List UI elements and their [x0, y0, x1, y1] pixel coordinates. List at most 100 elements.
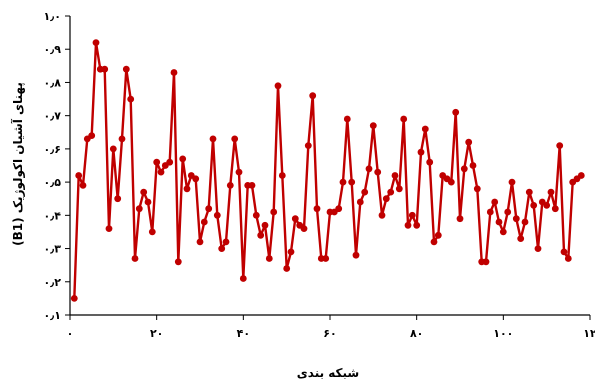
data-point: [144, 198, 152, 206]
data-point: [387, 188, 395, 196]
x-tick-label: ۰: [67, 327, 74, 340]
data-point: [452, 108, 460, 116]
data-point: [157, 168, 165, 176]
x-tick-label: ۶۰: [323, 327, 336, 340]
data-point: [564, 255, 572, 262]
data-point: [400, 115, 408, 123]
data-point: [140, 188, 148, 196]
data-point: [348, 178, 356, 186]
data-point: [105, 225, 113, 233]
data-point: [495, 218, 503, 226]
data-point: [426, 158, 434, 166]
data-point: [391, 172, 399, 179]
data-point: [456, 215, 464, 223]
data-point: [70, 295, 78, 302]
data-point: [239, 275, 247, 282]
data-point: [283, 265, 291, 272]
data-point: [174, 258, 182, 266]
data-point: [356, 198, 364, 206]
data-point: [170, 69, 178, 76]
data-point: [551, 205, 559, 213]
x-tick-label: ۲۰: [150, 327, 163, 340]
data-point: [430, 238, 438, 246]
data-point: [543, 202, 551, 209]
data-point: [222, 238, 230, 246]
data-point: [92, 39, 100, 46]
data-point: [361, 188, 369, 196]
data-point: [525, 188, 533, 196]
data-point: [235, 168, 243, 176]
data-point: [304, 142, 312, 150]
data-point: [252, 211, 260, 219]
series-line: [73, 41, 583, 299]
data-point: [465, 138, 473, 146]
data-point: [530, 202, 538, 209]
y-tick-label: ۰٫۹: [43, 43, 61, 56]
x-tick-label: ۱۲: [583, 327, 595, 340]
y-axis-title: پهنای آشیان اکولوژیک (B1): [10, 82, 26, 246]
y-tick-label: ۰٫۳: [43, 243, 61, 256]
data-point: [200, 218, 208, 226]
axes: [65, 15, 591, 320]
data-points: [70, 39, 585, 302]
data-point: [166, 158, 174, 166]
data-point: [421, 125, 429, 133]
y-tick-label: ۰٫۲: [43, 276, 61, 289]
data-point: [521, 218, 529, 226]
data-point: [577, 172, 585, 179]
data-point: [274, 82, 282, 90]
data-point: [517, 235, 525, 243]
x-axis-title: شبکه بندی: [297, 366, 359, 380]
data-point: [75, 172, 83, 179]
data-point: [313, 205, 321, 213]
data-point: [491, 198, 499, 206]
data-point: [374, 168, 382, 176]
data-point: [101, 65, 109, 73]
data-point: [231, 135, 239, 143]
data-point: [473, 185, 481, 193]
data-point: [213, 211, 221, 219]
data-point: [508, 178, 516, 186]
data-point: [378, 211, 386, 219]
data-point: [109, 145, 117, 153]
tick-labels: ۰٫۱ ۰٫۲ ۰٫۳ ۰٫۴ ۰٫۵ ۰٫۶ ۰٫۷ ۰٫۸ ۰٫۹ ۱٫۰ ۰ ۲۰ ۴۰ ۶۰ ۸۰ ۱…: [43, 10, 595, 340]
data-point: [205, 205, 213, 213]
data-point: [556, 142, 564, 150]
data-point: [257, 231, 265, 239]
x-tick-label: ۱۰۰: [493, 327, 513, 340]
data-point: [248, 182, 256, 189]
y-tick-label: ۰٫۷: [43, 110, 61, 123]
data-point: [469, 162, 477, 169]
data-point: [408, 211, 416, 219]
data-point: [300, 225, 308, 233]
data-point: [504, 208, 512, 216]
data-point: [322, 255, 330, 262]
data-point: [218, 245, 226, 253]
data-point: [122, 65, 130, 73]
data-point: [131, 255, 139, 262]
y-tick-label: ۰٫۶: [43, 143, 61, 156]
data-point: [382, 195, 390, 203]
data-point: [404, 221, 412, 229]
data-point: [265, 255, 273, 262]
data-point: [343, 115, 351, 123]
y-tick-label: ۰٫۱: [43, 309, 61, 322]
data-point: [417, 148, 425, 156]
data-point: [148, 228, 156, 236]
data-point: [88, 132, 96, 140]
data-point: [153, 158, 161, 166]
y-tick-label: ۰٫۵: [43, 176, 61, 189]
data-point: [512, 215, 520, 223]
data-point: [335, 205, 343, 213]
data-point: [183, 185, 191, 193]
data-point: [79, 182, 87, 189]
y-tick-label: ۱٫۰: [43, 10, 61, 23]
data-point: [534, 245, 542, 253]
data-point: [339, 178, 347, 186]
data-point: [547, 188, 555, 196]
data-point: [365, 165, 373, 173]
data-point: [226, 182, 234, 189]
data-point: [192, 175, 200, 183]
data-point: [127, 95, 135, 103]
